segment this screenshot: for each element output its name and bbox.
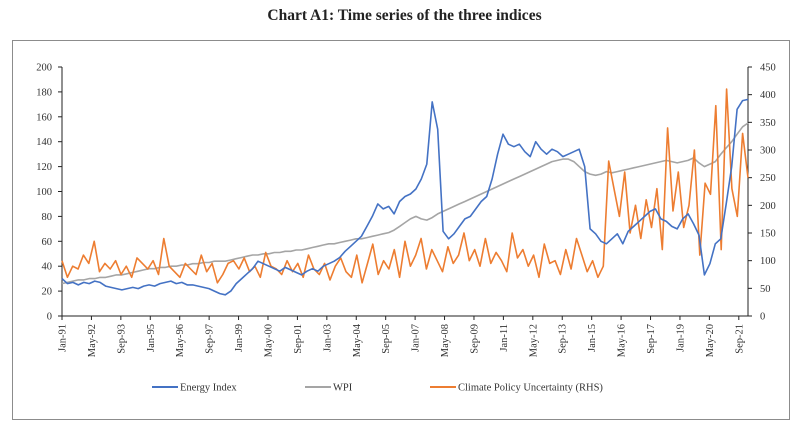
x-axis-tick-label: May-12 [528, 324, 539, 357]
left-axis-tick-label: 60 [42, 237, 53, 248]
right-axis-tick-label: 250 [760, 173, 776, 184]
x-axis-tick-label: Sep-17 [646, 324, 657, 354]
right-axis-tick-label: 300 [760, 146, 776, 157]
left-axis-tick-label: 160 [36, 112, 52, 123]
x-axis-tick-label: Jan-07 [411, 324, 422, 352]
legend-label: Climate Policy Uncertainty (RHS) [458, 383, 603, 394]
series-line-climate-policy-uncertainty-rhs [61, 88, 749, 284]
left-axis-tick-label: 180 [36, 87, 52, 98]
x-axis-tick-label: May-92 [87, 324, 98, 357]
x-axis-tick-label: Sep-13 [558, 324, 569, 354]
x-axis-tick-label: Jan-95 [146, 324, 157, 352]
x-axis-tick-label: Jan-91 [58, 324, 69, 352]
x-axis-tick-label: Sep-01 [293, 324, 304, 354]
series-group [61, 88, 749, 296]
left-axis-tick-label: 120 [36, 162, 52, 173]
right-axis-tick-label: 400 [760, 90, 776, 101]
right-axis-tick-label: 350 [760, 118, 776, 129]
x-axis-tick-label: May-08 [440, 324, 451, 357]
series-line-wpi [61, 122, 749, 285]
x-axis-tick-label: Jan-03 [322, 324, 333, 352]
left-axis-tick-label: 100 [36, 187, 52, 198]
x-axis-tick-label: Jan-11 [499, 324, 510, 352]
left-axis-tick-label: 140 [36, 137, 52, 148]
x-axis-tick-label: Jan-99 [234, 324, 245, 352]
x-axis-tick-label: May-96 [175, 324, 186, 357]
chart-title: Chart A1: Time series of the three indic… [267, 7, 542, 24]
right-axis-tick-label: 50 [760, 284, 771, 295]
legend-label: WPI [333, 383, 353, 394]
x-axis-tick-label: May-00 [263, 324, 274, 357]
left-axis-tick-label: 0 [47, 312, 52, 323]
x-axis-tick-label: Jan-15 [587, 324, 598, 352]
x-axis-tick-label: Sep-97 [205, 324, 216, 354]
x-axis-tick-label: Sep-21 [734, 324, 745, 354]
right-axis-tick-label: 150 [760, 229, 776, 240]
right-axis-tick-label: 200 [760, 201, 776, 212]
right-axis-tick-label: 100 [760, 256, 776, 267]
x-axis-tick-label: May-16 [617, 324, 628, 357]
x-axis-tick-label: Sep-09 [469, 324, 480, 354]
right-axis-tick-label: 450 [760, 63, 776, 74]
x-axis-tick-label: Jan-19 [675, 324, 686, 352]
left-axis-tick-label: 80 [42, 212, 53, 223]
x-axis-tick-label: Sep-93 [116, 324, 127, 354]
x-axis-tick-label: May-04 [352, 323, 363, 357]
left-axis-tick-label: 40 [42, 262, 53, 273]
chart-frame [12, 40, 790, 420]
legend-label: Energy Index [180, 383, 237, 394]
x-axis-tick-label: May-20 [705, 324, 716, 357]
legend: Energy Index WPI Climate Policy Uncertaint… [152, 383, 603, 394]
axes: 0 20 40 60 80 100 120 140 160 180 200 0 50 100 150 200 2… [36, 63, 776, 358]
right-axis-tick-label: 0 [760, 312, 765, 323]
series-line-energy-index [61, 98, 749, 296]
left-axis-tick-label: 20 [42, 287, 53, 298]
x-axis-tick-label: Sep-05 [381, 324, 392, 354]
left-axis-tick-label: 200 [36, 63, 52, 74]
